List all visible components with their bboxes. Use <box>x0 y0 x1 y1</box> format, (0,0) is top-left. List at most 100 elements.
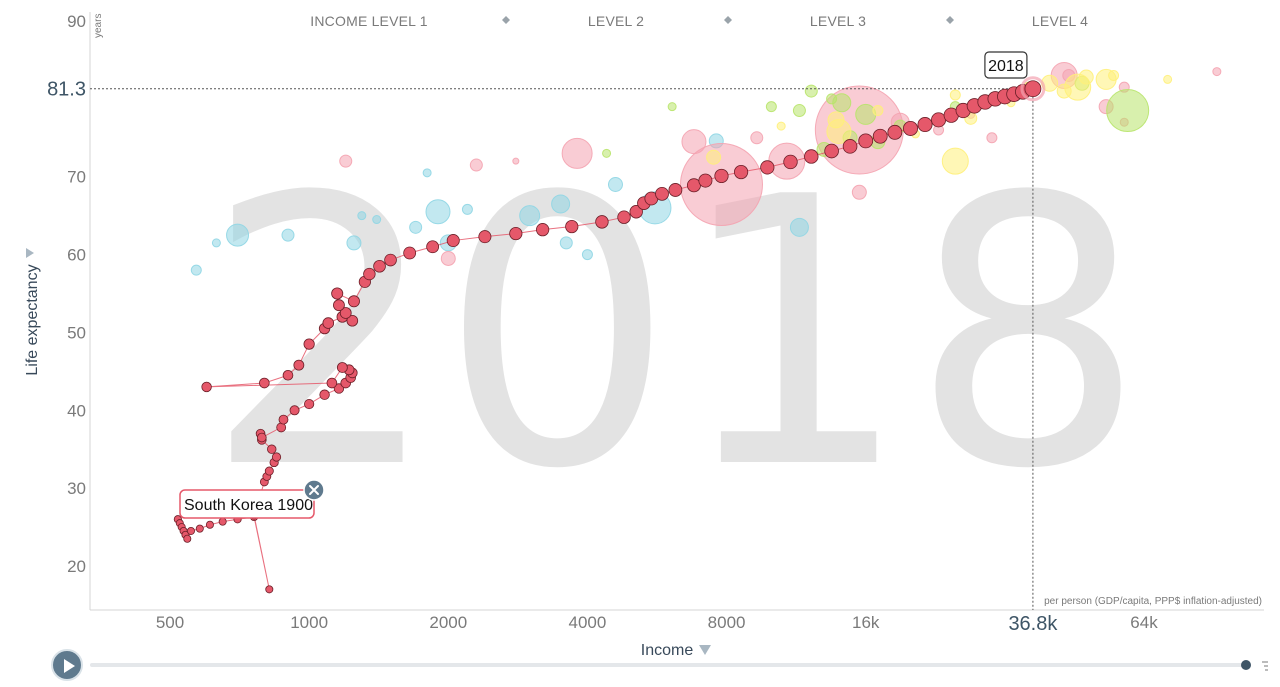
bubble-africa <box>425 199 451 225</box>
y-axis-title[interactable]: Life expectancy <box>24 264 41 375</box>
trail-point <box>668 183 683 197</box>
bubble-africa <box>409 220 423 234</box>
trail-point <box>931 112 947 128</box>
bubble-asia <box>440 250 456 266</box>
x-axis-title[interactable]: Income <box>641 642 694 659</box>
trail-point <box>267 444 277 454</box>
x-tick-label: 2000 <box>429 613 467 632</box>
bubble-africa <box>281 228 295 242</box>
start-label-box <box>179 489 315 519</box>
bubble-africa <box>346 235 362 251</box>
trail-point <box>195 524 204 533</box>
income-level-separator <box>946 16 954 24</box>
trail-point <box>887 124 903 140</box>
x-tick-label: 16k <box>852 613 880 632</box>
bubble-asia <box>750 131 764 145</box>
x-axis-title-group[interactable]: Income <box>641 642 711 659</box>
bubble-africa <box>190 264 202 276</box>
x-axis-ticks: 500 1000 2000 4000 8000 16k 64k <box>156 613 1158 632</box>
speed-icon[interactable] <box>1262 660 1268 672</box>
bubble-europe <box>941 147 969 175</box>
bubble-asia <box>679 143 763 226</box>
trail-point <box>804 149 819 164</box>
bubble-europe <box>827 111 845 129</box>
x-tick-label: 4000 <box>569 613 607 632</box>
trail-point <box>824 143 839 159</box>
trail-point <box>617 210 631 224</box>
trail-point <box>384 253 397 267</box>
start-label: South Korea 1900 <box>184 497 313 514</box>
x-unit-label: per person (GDP/capita, PPP$ inflation-a… <box>1044 596 1262 607</box>
bubble-europe <box>706 149 722 165</box>
bubble-asia <box>469 158 483 172</box>
highlight-guides: 81.3 36.8k <box>47 79 1061 635</box>
y-tick-label: 20 <box>67 557 86 576</box>
bubble-asia <box>1212 67 1222 77</box>
trail-point <box>842 139 858 154</box>
y-axis-dropdown-icon[interactable] <box>26 248 34 258</box>
x-tick-label: 500 <box>156 613 184 632</box>
close-icon-x[interactable] <box>309 485 319 495</box>
trail-point <box>259 377 270 389</box>
trail-point <box>322 317 335 329</box>
trail-point <box>403 246 417 260</box>
income-level-separator <box>502 16 510 24</box>
trail-point <box>858 133 874 149</box>
trail-point <box>565 219 579 234</box>
remove-trail-button[interactable] <box>303 479 325 501</box>
trail-point <box>271 452 282 462</box>
bubble-asia <box>339 154 353 168</box>
y-axis-title-group[interactable]: Life expectancy <box>24 248 41 376</box>
end-label: 2018 <box>988 58 1024 75</box>
trail-points <box>173 76 1046 594</box>
bubble-asia <box>986 132 998 144</box>
bubble-africa <box>559 236 573 250</box>
trail-point <box>183 534 192 543</box>
trail-point <box>783 154 798 170</box>
trail-point <box>218 517 227 526</box>
time-slider-handle[interactable] <box>1241 660 1251 670</box>
bubble-africa <box>461 203 473 215</box>
bubble-africa <box>422 168 432 178</box>
highlight-x-label: 36.8k <box>1008 613 1058 635</box>
trail-point <box>282 369 294 381</box>
bubble-americas <box>765 101 777 113</box>
trail-point <box>205 520 214 529</box>
bubble-asia <box>851 184 867 200</box>
trail-point <box>278 414 289 425</box>
trail-point <box>903 120 919 136</box>
trail-point <box>760 160 775 175</box>
income-level-label: INCOME LEVEL 1 <box>310 13 427 29</box>
trail-point <box>714 168 729 184</box>
trail-point <box>186 526 195 535</box>
bubble-americas <box>792 104 806 118</box>
x-tick-label: 64k <box>1130 613 1158 632</box>
time-slider[interactable] <box>90 663 1246 667</box>
trail-point <box>293 359 305 371</box>
trail-point <box>333 383 345 394</box>
trail-point <box>265 585 274 594</box>
trail-point <box>733 164 749 180</box>
income-level-label: LEVEL 2 <box>588 13 644 29</box>
bubble-americas <box>832 93 852 113</box>
highlight-x-label-bg <box>1004 612 1061 634</box>
trail-point <box>339 307 352 319</box>
trail-point <box>257 432 267 443</box>
y-axis-ticks: 20 30 40 50 60 70 90 <box>67 12 86 576</box>
bubble-africa <box>357 211 367 221</box>
trail-point <box>201 381 212 393</box>
end-label-box <box>984 51 1028 79</box>
play-button[interactable] <box>51 649 83 681</box>
trail-point <box>333 299 345 312</box>
bubble-africa <box>226 223 250 247</box>
trail-point <box>326 377 338 389</box>
y-tick-label: 70 <box>67 168 86 187</box>
bubble-africa <box>211 238 221 248</box>
trail-point <box>509 226 523 241</box>
x-axis-dropdown-icon[interactable] <box>699 645 711 655</box>
y-tick-label: 90 <box>67 12 86 31</box>
trail-point <box>536 223 550 237</box>
bubble-americas <box>1106 89 1150 133</box>
bubble-africa <box>519 205 541 227</box>
